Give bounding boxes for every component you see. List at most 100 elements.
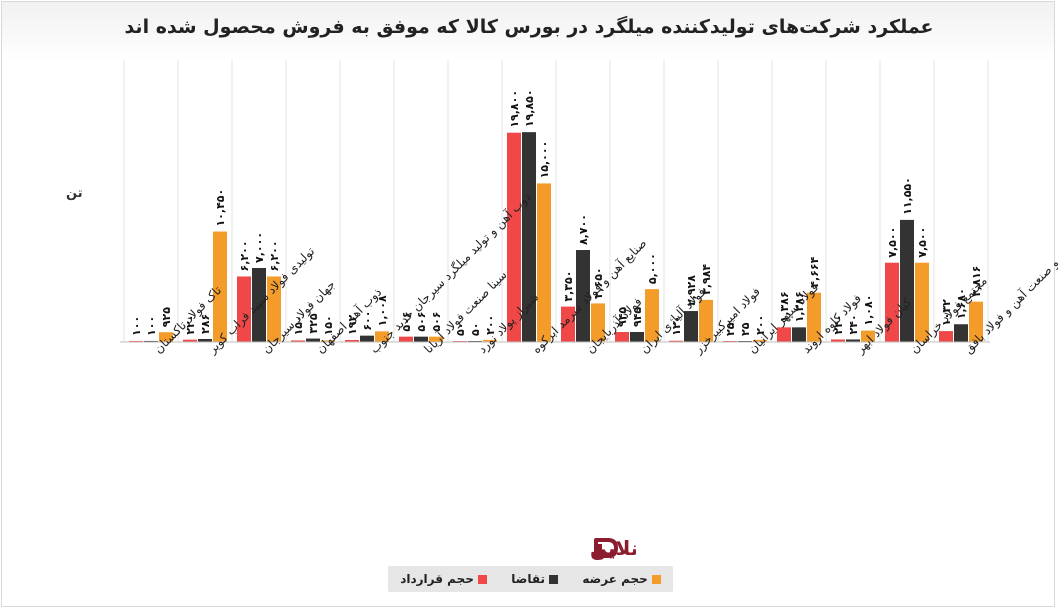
legend-label: حجم عرضه	[582, 572, 648, 586]
data-label: ۲۰۰	[754, 315, 767, 335]
bar	[831, 339, 845, 342]
data-label: ۳,۸۱۶	[970, 266, 983, 297]
data-label: ۶۰۰	[361, 311, 374, 331]
bar	[645, 289, 659, 342]
bar	[591, 303, 605, 342]
data-label: ۹۴۵	[631, 307, 644, 327]
data-label: ۱۰۰	[130, 316, 143, 336]
data-label: ۳,۶۵۰	[592, 267, 605, 298]
legend-item-contract: حجم قرارداد	[400, 572, 487, 586]
data-label: ۹۴۵	[616, 307, 629, 327]
data-label: ۱۰۰	[145, 316, 158, 336]
bar	[561, 306, 575, 342]
bar	[630, 332, 644, 342]
bar	[159, 332, 173, 342]
bar	[144, 340, 158, 342]
bar-series	[129, 132, 983, 342]
bar	[900, 219, 914, 342]
bar	[483, 339, 497, 342]
bar	[129, 340, 143, 342]
bar	[576, 250, 590, 342]
bar	[291, 340, 305, 342]
data-label: ۶,۲۰۰	[238, 240, 251, 271]
data-label: ۸,۷۰۰	[577, 214, 590, 245]
data-label: ۱۱,۵۵۰	[901, 177, 914, 215]
data-label: ۵,۰۰۰	[646, 253, 659, 284]
data-label: ۱۵,۰۰۰	[538, 141, 551, 179]
data-label: ۱,۶۸۰	[955, 288, 968, 319]
bar	[375, 331, 389, 342]
bar	[267, 276, 281, 342]
bar	[237, 276, 251, 342]
bar	[306, 338, 320, 342]
data-label: ۲۸۶	[199, 314, 212, 334]
bar	[414, 336, 428, 342]
bar	[792, 327, 806, 342]
bar	[969, 301, 983, 342]
data-label: ۱,۰۸۰	[862, 295, 875, 326]
data-label: ۴,۶۶۴	[808, 256, 821, 287]
data-label: ۱۰,۴۵۰	[214, 189, 227, 227]
data-label: ۷,۵۰۰	[916, 227, 929, 258]
logo-icon: آهن آنلاین	[590, 535, 692, 560]
bar	[507, 132, 521, 342]
data-label: ۷,۰۰۰	[253, 232, 266, 263]
data-label: ۵۰	[454, 323, 467, 336]
bar	[753, 339, 767, 342]
data-label: ۲,۹۲۸	[685, 275, 698, 306]
data-label: ۲۵	[724, 322, 737, 336]
bar	[684, 311, 698, 342]
data-label: ۱۵۰	[292, 315, 305, 335]
legend-item-demand: تقاضا	[511, 572, 559, 586]
bar	[807, 292, 821, 342]
data-label: ۲۲۰	[184, 315, 197, 335]
data-label: ۵۰۶	[400, 311, 413, 331]
legend-swatch	[477, 574, 487, 584]
data-label: ۵۰۶	[415, 311, 428, 331]
brand-logo: آهن آنلاین	[436, 530, 692, 566]
data-label: ۱,۳۸۶	[778, 291, 791, 322]
bar	[360, 335, 374, 342]
data-label: ۱۹,۸۰۰	[508, 90, 521, 128]
bar	[522, 132, 536, 342]
data-label: ۱۹۲	[346, 315, 359, 335]
bar	[861, 330, 875, 342]
data-label: ۱۵۰	[322, 315, 335, 335]
bar	[615, 332, 629, 342]
bar	[537, 183, 551, 342]
bar	[915, 262, 929, 342]
data-label: ۲۴۰	[847, 314, 860, 334]
data-label: ۱۰۳۲	[940, 299, 953, 326]
bar	[252, 268, 266, 342]
y-axis-unit-label: تن	[66, 186, 83, 201]
bar	[345, 339, 359, 342]
data-label: ۲۵	[739, 322, 752, 336]
bar	[321, 340, 335, 342]
data-label: ۱۹,۸۵۰	[523, 89, 536, 127]
category-dividers	[123, 60, 989, 342]
data-label: ۳۲۵	[307, 313, 320, 333]
bar	[669, 340, 683, 342]
data-label: ۳,۳۵۰	[562, 271, 575, 302]
bar	[213, 231, 227, 342]
bar	[846, 339, 860, 342]
legend: حجم قرارداد تقاضا حجم عرضه	[388, 566, 673, 592]
data-label: ۹۲۵	[160, 307, 173, 327]
legend-label: تقاضا	[511, 572, 546, 586]
data-label: ۲۴۰	[832, 314, 845, 334]
data-label: ۱,۰۰۸	[376, 295, 389, 326]
bar	[885, 262, 899, 342]
legend-swatch	[549, 574, 559, 584]
legend-label: حجم قرارداد	[400, 572, 474, 586]
bar	[183, 339, 197, 342]
bar	[429, 336, 443, 342]
bar	[939, 331, 953, 342]
data-label: ۵۰۶	[430, 311, 443, 331]
bar	[954, 324, 968, 342]
bar	[198, 338, 212, 342]
data-label: ۶,۲۰۰	[268, 240, 281, 271]
legend-item-supply: حجم عرضه	[582, 572, 661, 586]
bar	[399, 336, 413, 342]
